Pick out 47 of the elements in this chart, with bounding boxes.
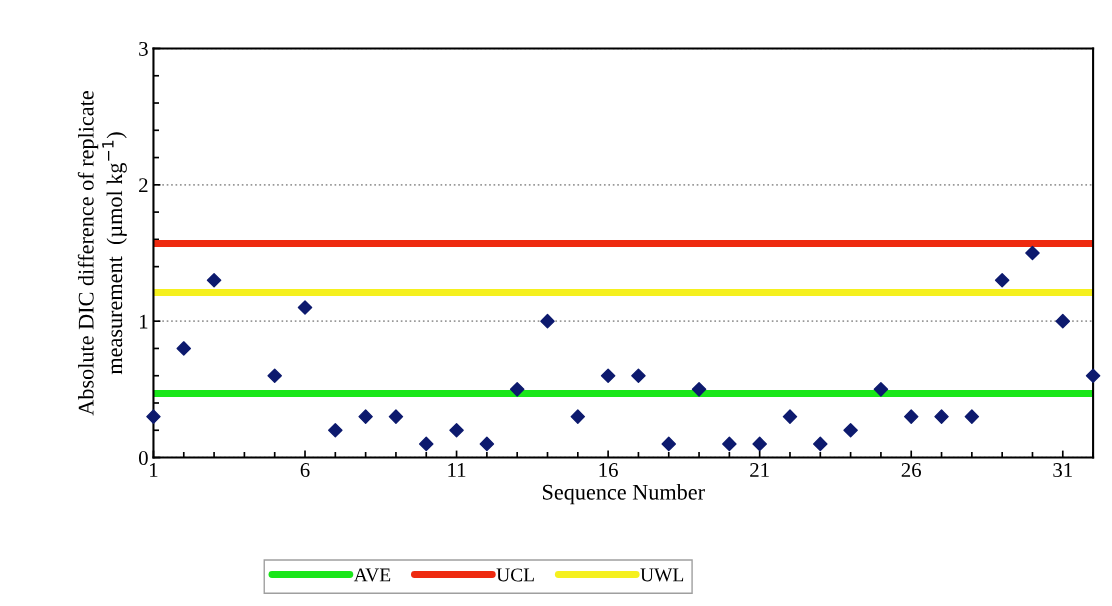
legend-label: AVE [353,568,391,582]
point [146,409,161,424]
point [540,313,555,329]
point [570,409,586,424]
point [752,436,767,452]
point [843,422,858,438]
point [328,422,343,438]
x-tick-label: 1 [150,463,158,477]
point [661,436,677,452]
point [176,341,192,356]
point [903,409,919,424]
point [994,272,1010,288]
legend-label: UCL [496,568,534,582]
x-axis-title: Sequence Number [543,484,705,505]
point [782,409,798,424]
point [600,368,616,384]
x-tick-label: 26 [901,463,922,478]
point [418,436,434,452]
y-tick-label: 1 [140,314,148,329]
point [631,368,646,384]
point [1025,245,1040,261]
point [479,436,495,452]
y-tick-label: 2 [139,178,148,193]
point [1085,368,1101,384]
point [691,382,707,397]
point [267,368,282,384]
point [934,409,949,424]
point [1055,313,1071,329]
x-tick-label: 11 [448,463,466,477]
y-tick-label: 0 [138,450,148,465]
point [449,422,464,438]
point [873,382,889,397]
x-tick-label: 16 [599,463,618,478]
point [358,409,373,424]
y-tick-label: 3 [139,41,148,56]
y-axis-title: Absolute DIC difference of replicate measurement (µmol kg$^{−1}$) [77,91,127,416]
point [722,436,737,452]
point [206,272,222,288]
point [813,436,828,452]
x-tick-label: 6 [300,463,310,478]
point [297,300,313,315]
x-tick-label: 31 [1053,463,1072,478]
x-tick-label: 21 [750,463,769,477]
legend-label: UWL [640,568,684,582]
point [388,409,404,424]
point [964,409,980,424]
point [509,382,525,397]
